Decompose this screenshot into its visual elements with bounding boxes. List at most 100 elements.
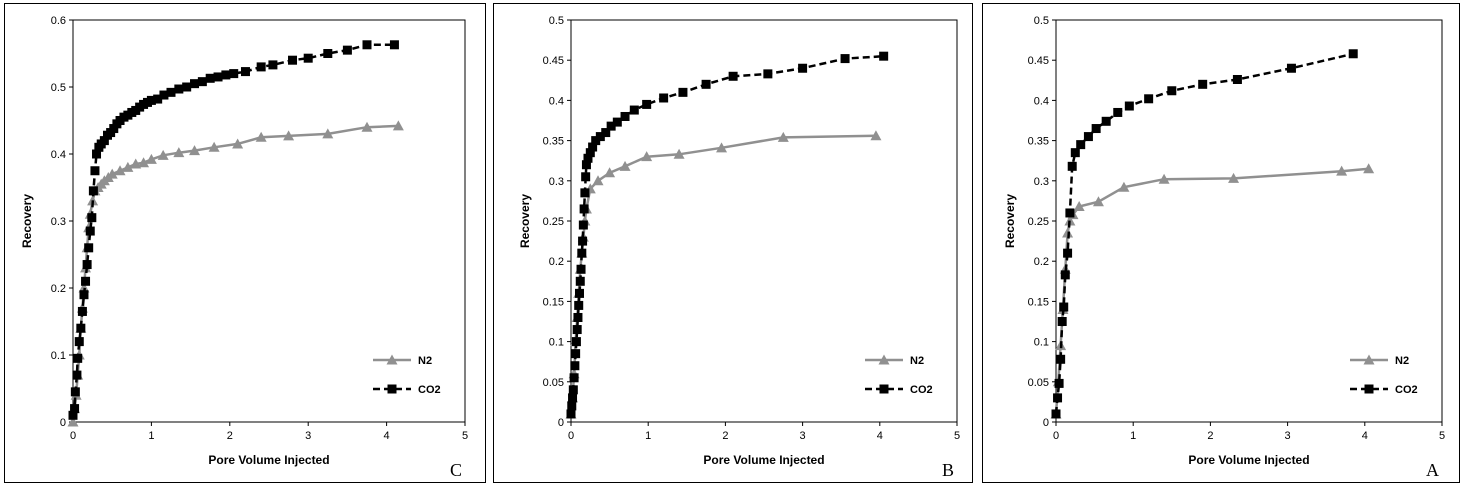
chart-c-point-co2 <box>76 323 86 333</box>
chart-b-point-co2 <box>569 373 579 383</box>
chart-c-point-co2 <box>190 79 200 89</box>
chart-c-legend-item-co2: CO2 <box>373 384 441 396</box>
chart-panel-b: 0 0.05 0.1 0.15 0.2 0.25 0.3 0.35 0.4 0.45 0.5 0 1 2 3… <box>493 3 973 483</box>
chart-a-point-n2 <box>1158 173 1170 184</box>
chart-a-y-tick-label: 0.15 <box>1028 296 1049 308</box>
chart-b-point-co2 <box>798 63 808 73</box>
chart-b-point-co2 <box>574 288 584 298</box>
chart-c-plot-area <box>72 19 466 423</box>
chart-c-point-co2 <box>79 290 89 300</box>
chart-a-x-tick-label: 4 <box>1362 430 1368 442</box>
chart-b-point-co2 <box>585 148 595 158</box>
chart-c-y-tick-label: 0.1 <box>51 350 66 362</box>
chart-c-point-n2 <box>138 157 150 168</box>
chart-a-point-co2 <box>1232 74 1242 84</box>
chart-c-point-co2 <box>229 69 239 79</box>
chart-b-point-n2 <box>604 167 616 178</box>
chart-a-point-n2 <box>1336 165 1348 176</box>
chart-c-y-axis-title: Recovery <box>20 194 34 248</box>
chart-a-point-co2 <box>1059 302 1069 312</box>
chart-c-point-co2 <box>146 95 156 105</box>
chart-c-point-co2 <box>256 62 266 72</box>
chart-b-point-co2 <box>578 236 588 246</box>
chart-svg-a: 0 0.05 0.1 0.15 0.2 0.25 0.3 0.35 0.4 0.45 0.5 0 1 2 3… <box>1003 15 1445 480</box>
chart-a-x-tick-label: 5 <box>1439 430 1445 442</box>
chart-c-point-co2 <box>109 124 119 134</box>
chart-c-point-co2 <box>73 353 83 363</box>
chart-a-y-axis-title: Recovery <box>1003 194 1017 248</box>
chart-c-point-n2 <box>322 128 334 139</box>
chart-c-series-n2 <box>67 120 404 427</box>
chart-b-point-co2 <box>579 204 589 214</box>
chart-b-point-co2 <box>570 361 580 371</box>
chart-c-x-axis-title: Pore Volume Injected <box>208 453 329 467</box>
chart-a-point-co2 <box>1198 79 1208 89</box>
chart-a-x-axis-title: Pore Volume Injected <box>1188 453 1309 467</box>
chart-c-y-tick-label: 0.3 <box>51 216 66 228</box>
chart-b-point-co2 <box>642 99 652 109</box>
chart-b-point-co2 <box>566 409 576 419</box>
chart-a-plot-area <box>1055 19 1443 423</box>
chart-b-point-n2 <box>592 175 604 186</box>
chart-c-point-n2 <box>255 131 267 142</box>
chart-a-point-n2 <box>1073 201 1085 212</box>
chart-c-point-n2 <box>114 165 126 176</box>
chart-a-point-co2 <box>1348 49 1358 59</box>
chart-c-point-co2 <box>74 337 84 347</box>
chart-a-y-tick-label: 0.1 <box>1034 337 1049 349</box>
chart-b-y-tick-label: 0.45 <box>543 55 564 67</box>
chart-c-point-co2 <box>77 306 87 316</box>
chart-c-point-co2 <box>342 45 352 55</box>
chart-c-point-co2 <box>362 40 372 50</box>
chart-b-line-co2 <box>569 54 884 415</box>
chart-a-x-tick-label: 1 <box>1130 430 1136 442</box>
chart-c-y-tick-label: 0.2 <box>51 283 66 295</box>
chart-svg-b: 0 0.05 0.1 0.15 0.2 0.25 0.3 0.35 0.4 0.45 0.5 0 1 2 3… <box>518 15 960 480</box>
chart-a-point-co2 <box>1101 116 1111 126</box>
chart-c-point-co2 <box>288 55 298 65</box>
chart-a-point-co2 <box>1057 317 1067 326</box>
chart-a-legend-label: N2 <box>1395 355 1409 367</box>
chart-b-point-n2 <box>716 142 728 153</box>
chart-a-point-co2 <box>1167 86 1177 96</box>
chart-b-point-co2 <box>595 132 605 142</box>
chart-c-x-tick-label: 3 <box>305 430 311 442</box>
chart-c-point-n2 <box>189 145 201 156</box>
chart-c-point-co2 <box>70 404 80 414</box>
chart-c-point-co2 <box>87 213 97 223</box>
chart-c-point-co2 <box>159 90 169 100</box>
chart-a-x-tick-label: 0 <box>1053 430 1059 442</box>
chart-c-point-n2 <box>208 141 220 152</box>
chart-a-point-co2 <box>1063 248 1073 258</box>
chart-c-y-tick-label: 0.5 <box>51 82 66 94</box>
chart-b-point-co2 <box>580 188 590 198</box>
chart-b-x-tick-label: 1 <box>645 430 651 442</box>
chart-a-y-tick-label: 0.05 <box>1028 377 1049 389</box>
chart-a-y-tick-label: 0 <box>1043 417 1049 429</box>
chart-c-point-n2 <box>173 147 185 158</box>
chart-c-point-co2 <box>92 149 102 159</box>
chart-a-line-co2 <box>1054 52 1354 415</box>
chart-c-point-co2 <box>303 53 313 63</box>
chart-b-point-co2 <box>840 54 850 64</box>
chart-b-y-tick-label: 0 <box>558 417 564 429</box>
chart-b-point-co2 <box>620 111 630 121</box>
chart-c-legend-item-n2: N2 <box>373 354 432 367</box>
chart-b-legend-marker <box>879 384 889 394</box>
chart-c-point-co2 <box>153 94 163 104</box>
chart-b-point-n2 <box>673 148 685 159</box>
chart-c-point-co2 <box>81 276 91 286</box>
chart-c-point-co2 <box>213 72 223 82</box>
chart-c-legend-label: N2 <box>418 355 432 367</box>
chart-a-panel-label: A <box>1426 460 1439 480</box>
chart-c-y-tick-label: 0.4 <box>51 149 66 161</box>
chart-a-point-co2 <box>1091 124 1101 134</box>
chart-c-point-co2 <box>166 87 176 97</box>
chart-b-line-n2 <box>569 134 876 415</box>
chart-svg-c: 0 0.1 0.2 0.3 0.4 0.5 0.6 0 1 2 3 4 5 Pore Volume Inj… <box>20 15 468 480</box>
chart-c-point-n2 <box>361 121 373 132</box>
chart-c-legend-label: CO2 <box>418 384 441 396</box>
chart-b-point-co2 <box>601 128 611 138</box>
chart-a-point-co2 <box>1113 107 1123 117</box>
chart-a-legend-item-co2: CO2 <box>1350 384 1418 396</box>
